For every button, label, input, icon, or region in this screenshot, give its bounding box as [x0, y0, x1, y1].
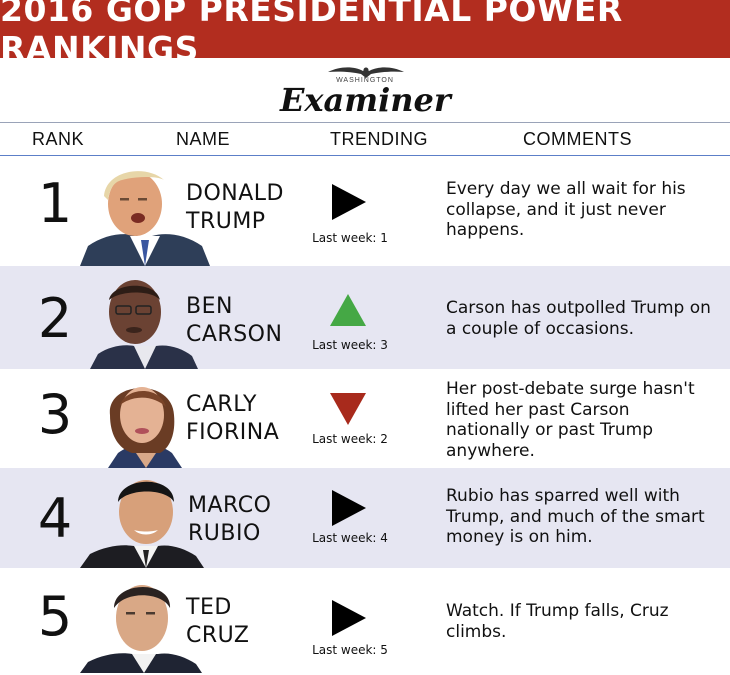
candidate-name: MARCO RUBIO: [188, 492, 271, 548]
page-title: 2016 GOP PRESIDENTIAL POWER RANKINGS: [0, 0, 623, 68]
candidate-name: CARLY FIORINA: [186, 391, 279, 447]
publication-name: Examiner: [280, 81, 451, 119]
trend-steady-icon: [332, 184, 366, 220]
ranking-row: 1 DONALD TRUMP Last week: 1 Every day we…: [0, 158, 730, 266]
candidate-first-name: BEN: [186, 294, 233, 319]
candidate-last-name: FIORINA: [186, 420, 280, 445]
candidate-last-name: CARSON: [186, 322, 283, 347]
last-week-rank: Last week: 5: [312, 643, 388, 657]
ranking-row: 4 MARCO RUBIO Last week: 4 Rubio has spa…: [0, 468, 730, 568]
candidate-photo: [80, 371, 210, 468]
candidate-last-name: RUBIO: [188, 521, 261, 546]
candidate-photo: [80, 272, 210, 369]
trend-down-icon: [330, 393, 366, 425]
candidate-first-name: CARLY: [186, 392, 257, 417]
ranking-row: 5 TED CRUZ Last week: 5 Watch. If Trump …: [0, 568, 730, 673]
trend-steady-icon: [332, 600, 366, 636]
candidate-last-name: TRUMP: [186, 209, 266, 234]
last-week-rank: Last week: 1: [312, 231, 388, 245]
rank-number: 3: [37, 383, 73, 446]
last-week-rank: Last week: 2: [312, 432, 388, 446]
comment-text: Every day we all wait for his collapse, …: [446, 179, 686, 240]
rank-number: 4: [37, 487, 73, 550]
candidate-first-name: MARCO: [188, 493, 272, 518]
trend-up-icon: [330, 294, 366, 326]
column-header-name: NAME: [176, 129, 231, 149]
last-week-rank: Last week: 3: [312, 338, 388, 352]
publication-small-label: WASHINGTON: [336, 77, 394, 84]
candidate-name: DONALD TRUMP: [186, 180, 284, 236]
publication-masthead: WASHINGTON Examiner: [0, 62, 730, 120]
comment-text: Rubio has sparred well with Trump, and m…: [446, 486, 705, 547]
trend-steady-icon: [332, 490, 366, 526]
last-week-rank: Last week: 4: [312, 531, 388, 545]
ranking-row: 2 BEN CARSON Last week: 3 Carson has out…: [0, 266, 730, 369]
column-header-trending: TRENDING: [330, 129, 428, 149]
ranking-row: 3 CARLY FIORINA Last week: 2 Her post-de…: [0, 369, 730, 468]
candidate-photo: [80, 576, 210, 673]
column-header-rank: RANK: [32, 129, 85, 149]
candidate-photo: [80, 166, 210, 266]
candidate-last-name: CRUZ: [186, 623, 250, 648]
title-banner: 2016 GOP PRESIDENTIAL POWER RANKINGS: [0, 0, 730, 68]
comment-text: Carson has outpolled Trump on a couple o…: [446, 298, 711, 339]
column-header-row: RANK NAME TRENDING COMMENTS: [0, 122, 730, 156]
eagle-icon: [328, 67, 404, 78]
candidate-name: BEN CARSON: [186, 293, 282, 349]
candidate-first-name: DONALD: [186, 181, 284, 206]
rank-number: 1: [37, 172, 73, 235]
candidate-photo: [80, 470, 210, 568]
rank-number: 5: [37, 585, 73, 648]
rank-number: 2: [37, 287, 73, 350]
candidate-first-name: TED: [186, 595, 232, 620]
column-header-comments: COMMENTS: [523, 129, 632, 149]
candidate-name: TED CRUZ: [186, 594, 249, 650]
comment-text: Watch. If Trump falls, Cruz climbs.: [446, 601, 669, 642]
examiner-logo: WASHINGTON Examiner: [280, 63, 451, 119]
comment-text: Her post-debate surge hasn't lifted her …: [446, 379, 695, 461]
